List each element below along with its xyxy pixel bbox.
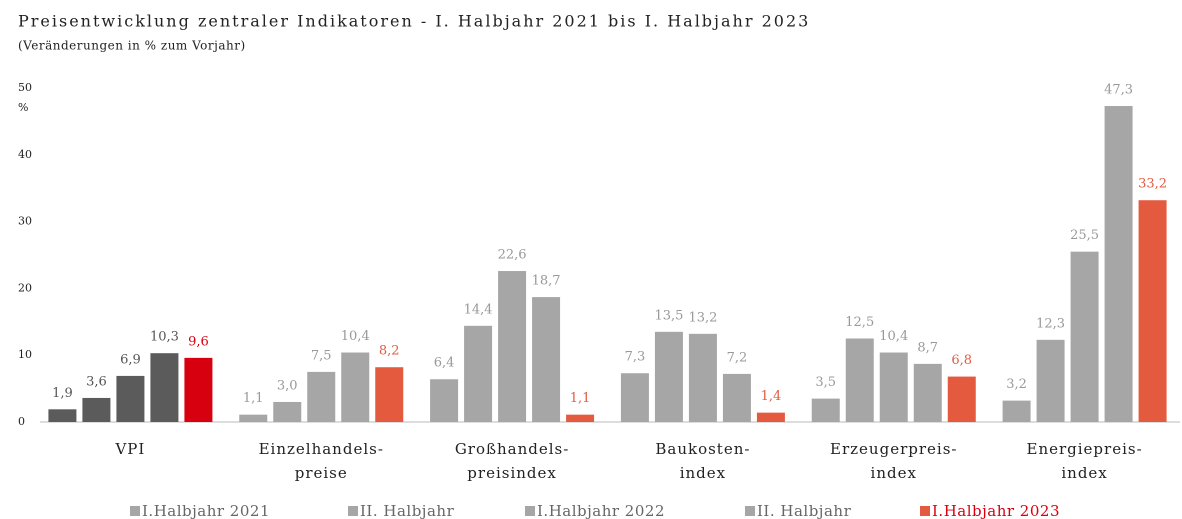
data-label: 10,4 [341, 329, 370, 344]
data-label: 1,9 [52, 386, 73, 401]
x-tick-label: Erzeugerpreis- index [830, 440, 958, 482]
data-label: 3,6 [86, 374, 107, 389]
legend-label: II. Halbjahr [360, 502, 455, 519]
data-label: 12,3 [1036, 316, 1065, 331]
bar [498, 271, 527, 422]
y-unit: % [18, 101, 28, 114]
data-label: 13,2 [688, 310, 717, 325]
data-label: 14,4 [464, 302, 493, 317]
data-label: 1,1 [570, 391, 591, 406]
y-tick-label: 0 [18, 415, 25, 428]
bar [464, 325, 493, 422]
data-label: 3,5 [815, 375, 836, 390]
legend-swatch [920, 506, 930, 516]
bar [566, 414, 595, 422]
data-label: 47,3 [1104, 83, 1133, 98]
legend-swatch [525, 506, 535, 516]
y-tick-label: 20 [18, 281, 32, 294]
bar [273, 401, 302, 422]
data-label: 6,9 [120, 352, 141, 367]
bar [688, 333, 717, 422]
chart-subtitle: (Veränderungen in % zum Vorjahr) [18, 39, 246, 53]
bar [1036, 339, 1065, 422]
data-label: 7,3 [625, 350, 646, 365]
legend-swatch [130, 506, 140, 516]
bar [116, 375, 145, 422]
x-tick-label: Energiepreis- index [1026, 440, 1143, 482]
chart-title: Preisentwicklung zentraler Indikatoren -… [18, 12, 810, 31]
bar [48, 409, 77, 422]
y-tick-label: 10 [18, 348, 32, 361]
data-label: 8,2 [379, 344, 400, 359]
x-tick-label: VPI [115, 440, 146, 458]
x-tick-label: Großhandels- preisindex [454, 440, 570, 482]
data-label: 6,4 [434, 356, 455, 371]
data-label: 6,8 [951, 353, 972, 368]
data-label: 13,5 [654, 308, 683, 323]
bar [1070, 251, 1099, 422]
bar [1104, 106, 1133, 422]
y-tick-label: 40 [18, 148, 32, 161]
x-tick-label: Baukosten- index [655, 440, 751, 482]
data-label: 10,3 [150, 330, 179, 345]
data-label: 1,4 [761, 389, 782, 404]
data-label: 33,2 [1138, 177, 1167, 192]
data-label: 3,2 [1006, 377, 1027, 392]
data-label: 25,5 [1070, 228, 1099, 243]
bar [879, 352, 908, 422]
legend-swatch [348, 506, 358, 516]
bar [375, 367, 404, 422]
legend-label: I.Halbjahr 2021 [142, 502, 270, 519]
bar [532, 297, 561, 422]
y-tick-label: 50 [18, 81, 32, 94]
data-label: 7,2 [727, 350, 748, 365]
bar [722, 373, 751, 422]
bar [913, 363, 942, 422]
data-label: 7,5 [311, 348, 332, 363]
bar [947, 376, 976, 422]
data-label: 1,1 [243, 391, 264, 406]
data-label: 3,0 [277, 378, 298, 393]
y-tick-label: 30 [18, 215, 32, 228]
data-label: 12,5 [845, 315, 874, 330]
legend-label: II. Halbjahr [757, 502, 852, 519]
legend-swatch [745, 506, 755, 516]
bar [184, 357, 213, 422]
bar [1138, 200, 1167, 422]
bar [341, 352, 370, 422]
bar [1002, 400, 1031, 422]
bar [150, 353, 179, 422]
bar [756, 412, 785, 422]
legend-label: I.Halbjahr 2023 [932, 502, 1060, 519]
bar [654, 331, 683, 422]
data-label: 8,7 [917, 340, 938, 355]
bar [82, 397, 111, 422]
data-label: 9,6 [188, 334, 209, 349]
bar [845, 338, 874, 422]
legend-label: I.Halbjahr 2022 [537, 502, 665, 519]
bar [239, 414, 268, 422]
data-label: 18,7 [532, 274, 561, 289]
x-tick-label: Einzelhandels- preise [258, 440, 384, 482]
bar [620, 373, 649, 422]
bar [811, 398, 840, 422]
bar [307, 371, 336, 422]
data-label: 10,4 [879, 329, 908, 344]
data-label: 22,6 [498, 248, 527, 263]
bar [430, 379, 459, 422]
